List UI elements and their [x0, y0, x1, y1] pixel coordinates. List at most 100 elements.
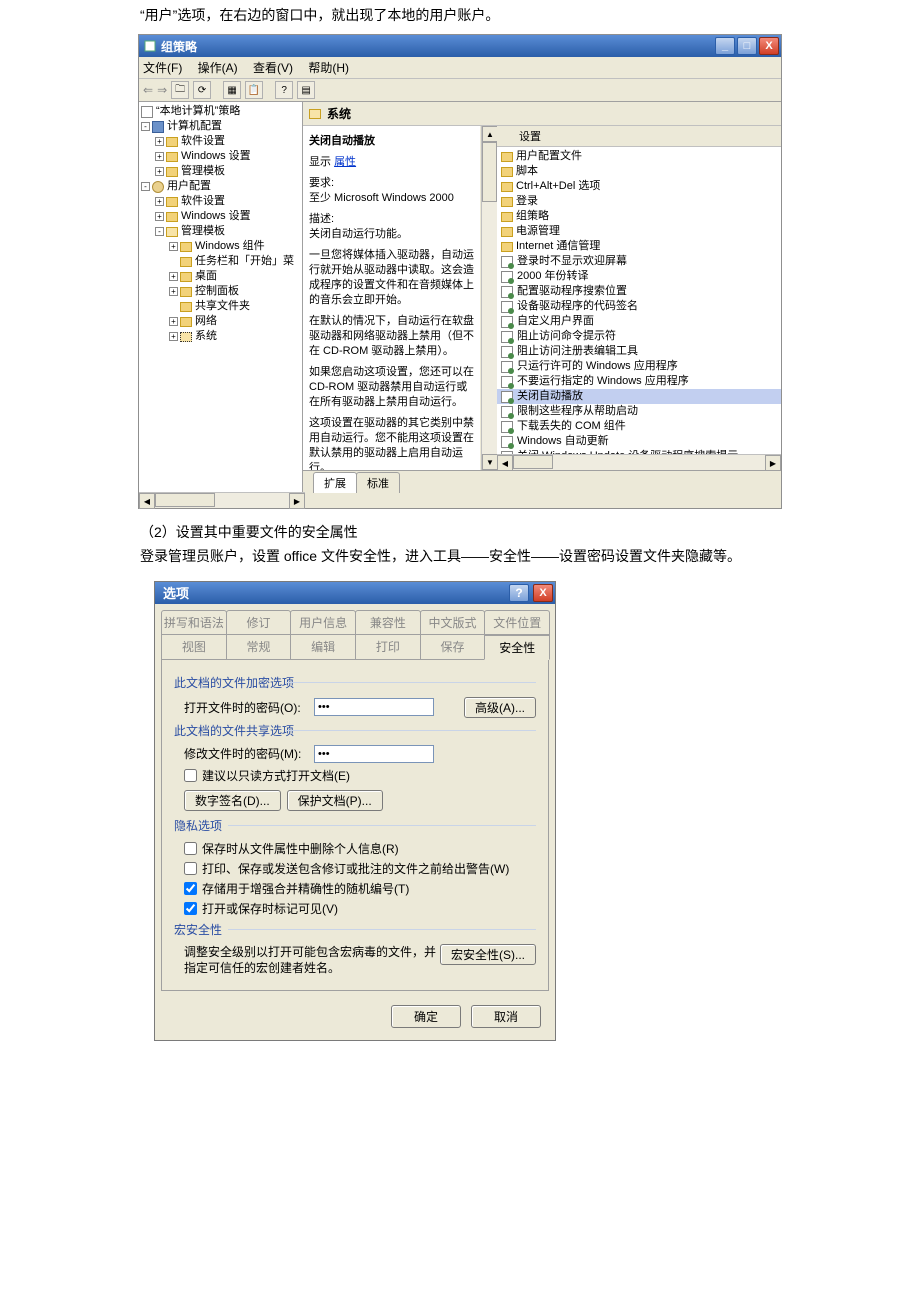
tree-computer-config[interactable]: -计算机配置: [139, 119, 302, 134]
tab-extended[interactable]: 扩展: [313, 472, 357, 493]
list-item[interactable]: 阻止访问命令提示符: [497, 329, 781, 344]
dlg-tab[interactable]: 打印: [355, 635, 421, 660]
dlg-tab[interactable]: 修订: [226, 610, 292, 635]
tree-item[interactable]: +软件设置: [139, 134, 302, 149]
tree-item[interactable]: +网络: [139, 314, 302, 329]
list-item[interactable]: 阻止访问注册表编辑工具: [497, 344, 781, 359]
list-item[interactable]: 2000 年份转译: [497, 269, 781, 284]
visible-marks-checkbox[interactable]: [184, 902, 197, 915]
tree-item[interactable]: +控制面板: [139, 284, 302, 299]
list-item[interactable]: 关闭 Windows Update 设备驱动程序搜索提示: [497, 449, 781, 454]
advanced-button[interactable]: 高级(A)...: [464, 697, 536, 718]
list-item[interactable]: 配置驱动程序搜索位置: [497, 284, 781, 299]
tree-item[interactable]: 共享文件夹: [139, 299, 302, 314]
menu-file[interactable]: 文件(F): [143, 61, 182, 75]
scroll-right-icon[interactable]: ▶: [289, 493, 305, 509]
random-number-checkbox[interactable]: [184, 882, 197, 895]
settings-list[interactable]: 用户配置文件脚本Ctrl+Alt+Del 选项登录组策略电源管理Internet…: [497, 147, 781, 454]
dlg-tabs: 拼写和语法修订用户信息兼容性中文版式文件位置 视图常规编辑打印保存安全性: [155, 604, 555, 660]
scroll-left-icon[interactable]: ◀: [497, 455, 513, 470]
tree-item[interactable]: +Windows 设置: [139, 209, 302, 224]
list-item[interactable]: 登录: [497, 194, 781, 209]
tab-standard[interactable]: 标准: [356, 472, 400, 493]
list-item[interactable]: 登录时不显示欢迎屏幕: [497, 254, 781, 269]
modify-password-label: 修改文件时的密码(M):: [184, 745, 314, 762]
list-item[interactable]: 用户配置文件: [497, 149, 781, 164]
list-item-label: 配置驱动程序搜索位置: [517, 284, 627, 299]
list-item[interactable]: 自定义用户界面: [497, 314, 781, 329]
list-hscroll[interactable]: ◀ ▶: [497, 454, 781, 470]
dlg-tab[interactable]: 兼容性: [355, 610, 421, 635]
scroll-right-icon[interactable]: ▶: [765, 455, 781, 470]
list-item[interactable]: 组策略: [497, 209, 781, 224]
list-item[interactable]: Windows 自动更新: [497, 434, 781, 449]
tree-item[interactable]: 任务栏和「开始」菜: [139, 254, 302, 269]
list-item[interactable]: 下载丢失的 COM 组件: [497, 419, 781, 434]
list-item[interactable]: Internet 通信管理: [497, 239, 781, 254]
close-button[interactable]: X: [759, 37, 779, 55]
menu-view[interactable]: 查看(V): [253, 61, 293, 75]
dlg-tab[interactable]: 保存: [420, 635, 486, 660]
gp-menubar: 文件(F) 操作(A) 查看(V) 帮助(H): [139, 57, 781, 79]
readonly-checkbox[interactable]: [184, 769, 197, 782]
tree-item[interactable]: -管理模板: [139, 224, 302, 239]
list-item[interactable]: 电源管理: [497, 224, 781, 239]
list-column-header[interactable]: 设置: [497, 126, 781, 147]
properties-link[interactable]: 属性: [334, 156, 356, 168]
refresh-icon[interactable]: ⟳: [193, 81, 211, 99]
list-item[interactable]: 关闭自动播放: [497, 389, 781, 404]
tree-item[interactable]: +Windows 组件: [139, 239, 302, 254]
cancel-button[interactable]: 取消: [471, 1005, 541, 1028]
folder-icon: [501, 197, 513, 207]
tree-item[interactable]: +桌面: [139, 269, 302, 284]
scroll-up-icon[interactable]: ▲: [482, 126, 498, 142]
ok-button[interactable]: 确定: [391, 1005, 461, 1028]
tree-item[interactable]: +软件设置: [139, 194, 302, 209]
scroll-left-icon[interactable]: ◀: [139, 493, 155, 509]
up-icon[interactable]: 🗀: [171, 81, 189, 99]
remove-personal-checkbox[interactable]: [184, 842, 197, 855]
list-item[interactable]: 不要运行指定的 Windows 应用程序: [497, 374, 781, 389]
dlg-tab[interactable]: 用户信息: [290, 610, 356, 635]
forward-icon[interactable]: ⇒: [157, 83, 167, 97]
maximize-button[interactable]: □: [737, 37, 757, 55]
minimize-button[interactable]: _: [715, 37, 735, 55]
export-icon[interactable]: 📋: [245, 81, 263, 99]
desc-scrollbar[interactable]: ▲ ▼: [481, 126, 497, 470]
tree-system[interactable]: +系统: [139, 329, 302, 344]
help-icon[interactable]: ?: [275, 81, 293, 99]
tree-hscroll[interactable]: ◀ ▶: [139, 492, 305, 508]
list-item[interactable]: 只运行许可的 Windows 应用程序: [497, 359, 781, 374]
tree-item[interactable]: +Windows 设置: [139, 149, 302, 164]
modify-password-input[interactable]: [314, 745, 434, 763]
menu-action[interactable]: 操作(A): [198, 61, 238, 75]
list-item[interactable]: 脚本: [497, 164, 781, 179]
scroll-down-icon[interactable]: ▼: [482, 454, 498, 470]
macro-security-button[interactable]: 宏安全性(S)...: [440, 944, 536, 965]
open-password-input[interactable]: [314, 698, 434, 716]
filter-icon[interactable]: ▤: [297, 81, 315, 99]
properties-icon[interactable]: ▦: [223, 81, 241, 99]
dlg-tab[interactable]: 中文版式: [420, 610, 486, 635]
gp-tree[interactable]: “本地计算机”策略 -计算机配置 +软件设置 +Windows 设置 +管理模板…: [139, 102, 303, 492]
dlg-tab[interactable]: 常规: [226, 635, 292, 660]
dlg-close-button[interactable]: X: [533, 584, 553, 602]
menu-help[interactable]: 帮助(H): [308, 61, 349, 75]
dlg-tab[interactable]: 文件位置: [484, 610, 550, 635]
tree-root[interactable]: “本地计算机”策略: [139, 104, 302, 119]
digital-signature-button[interactable]: 数字签名(D)...: [184, 790, 281, 811]
dlg-tab[interactable]: 视图: [161, 635, 227, 660]
tree-item[interactable]: +管理模板: [139, 164, 302, 179]
list-item[interactable]: Ctrl+Alt+Del 选项: [497, 179, 781, 194]
list-item[interactable]: 限制这些程序从帮助启动: [497, 404, 781, 419]
dlg-tab[interactable]: 拼写和语法: [161, 610, 227, 635]
warn-checkbox[interactable]: [184, 862, 197, 875]
list-item[interactable]: 设备驱动程序的代码签名: [497, 299, 781, 314]
dlg-tab[interactable]: 编辑: [290, 635, 356, 660]
dlg-help-button[interactable]: ?: [509, 584, 529, 602]
dlg-tab[interactable]: 安全性: [484, 635, 550, 660]
protect-document-button[interactable]: 保护文档(P)...: [287, 790, 383, 811]
setting-icon: [501, 331, 513, 343]
back-icon[interactable]: ⇐: [143, 83, 153, 97]
tree-user-config[interactable]: -用户配置: [139, 179, 302, 194]
